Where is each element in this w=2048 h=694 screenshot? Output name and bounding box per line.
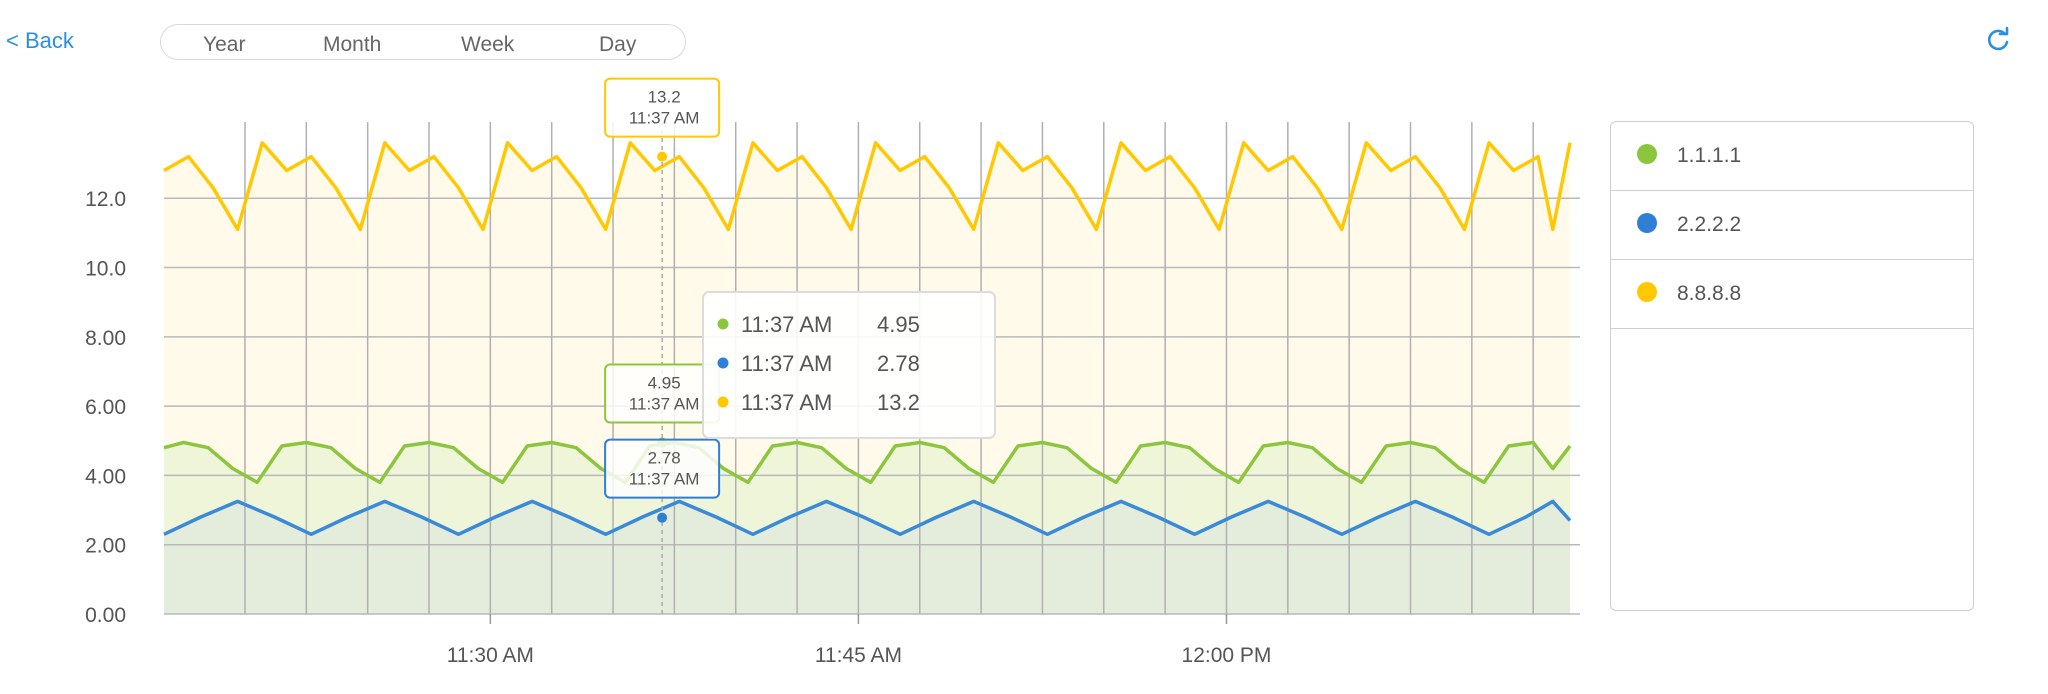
legend-item-3[interactable]: 8.8.8.8 (1611, 260, 1973, 329)
legend-dot-icon (1637, 213, 1657, 233)
y-tick-label: 2.00 (85, 535, 126, 558)
legend-item-1[interactable]: 1.1.1.1 (1611, 122, 1973, 191)
y-tick-label: 4.00 (85, 465, 126, 488)
point-callout (604, 77, 721, 138)
legend-dot-icon (1637, 144, 1657, 164)
x-tick-label: 11:30 AM (447, 644, 534, 667)
tab-year[interactable]: Year (203, 33, 246, 56)
tooltip-time: 11:37 AM (741, 351, 832, 376)
range-selector: Year Month Week Day (160, 24, 686, 60)
callout-value: 4.95 (648, 373, 681, 392)
legend-label: 1.1.1.1 (1677, 144, 1742, 167)
refresh-icon[interactable] (1984, 26, 2012, 54)
y-tick-label: 0.00 (85, 604, 126, 627)
tooltip-dot (717, 396, 729, 408)
line-1.1.1.1 (163, 440, 1572, 485)
tooltip-value: 2.78 (877, 351, 920, 376)
callout-value: 13.2 (648, 88, 681, 107)
legend: 1.1.1.1 2.2.2.2 8.8.8.8 (1610, 121, 1974, 611)
back-button[interactable]: < Back (6, 28, 74, 54)
tooltip-dot (717, 357, 729, 369)
tooltip-value: 4.95 (877, 312, 920, 337)
callout-value: 2.78 (648, 449, 681, 468)
legend-dot-icon (1637, 282, 1657, 302)
callout-time: 11:37 AM (629, 394, 700, 413)
x-tick-label: 12:00 PM (1182, 644, 1272, 667)
back-label: < Back (6, 28, 74, 53)
series-lines (163, 141, 1572, 537)
legend-label: 8.8.8.8 (1677, 282, 1742, 305)
y-tick-label: 8.00 (85, 327, 126, 350)
tooltip-time: 11:37 AM (741, 390, 832, 415)
crosshair-point (657, 151, 668, 162)
callout-time: 11:37 AM (629, 470, 700, 489)
y-tick-label: 6.00 (85, 396, 126, 419)
tooltip-value: 13.2 (877, 390, 920, 415)
point-callout (604, 438, 721, 499)
axes: 0.00 2.00 4.00 6.00 8.00 10.0 12.0 11:30 AM 11:4… (85, 188, 1271, 667)
tooltip (702, 291, 996, 439)
area-2.2.2.2 (164, 501, 1570, 614)
y-tick-label: 10.0 (85, 258, 126, 281)
crosshair-layer: 13.2 11:37 AM 4.95 11:37 AM 2.78 11:37 AM 11:3… (604, 77, 996, 614)
tab-day[interactable]: Day (599, 33, 637, 56)
tab-week[interactable]: Week (461, 33, 515, 56)
crosshair-point (657, 512, 668, 523)
callout-time: 11:37 AM (629, 109, 700, 128)
legend-item-2[interactable]: 2.2.2.2 (1611, 191, 1973, 260)
line-8.8.8.8 (163, 141, 1572, 232)
y-tick-label: 12.0 (85, 188, 126, 211)
legend-label: 2.2.2.2 (1677, 213, 1742, 236)
tooltip-time: 11:37 AM (741, 312, 832, 337)
x-tick-label: 11:45 AM (815, 644, 902, 667)
tab-month[interactable]: Month (323, 33, 382, 56)
tooltip-dot (717, 318, 729, 330)
line-2.2.2.2 (163, 499, 1572, 537)
